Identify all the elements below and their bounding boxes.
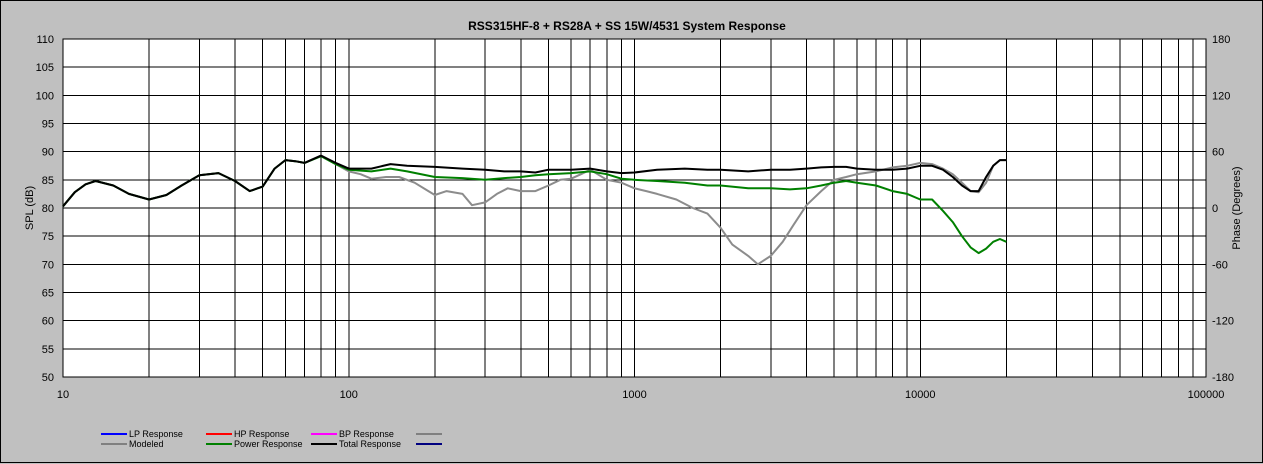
y2-tick-label: 0 [1212, 203, 1218, 215]
y-tick-label: 85 [42, 175, 54, 187]
x-tick-label: 100000 [1188, 389, 1225, 401]
chart-title: RSS315HF-8 + RS28A + SS 15W/4531 System … [468, 19, 786, 33]
y-tick-label: 100 [36, 90, 54, 102]
y-axis-label: SPL (dB) [24, 186, 36, 230]
y-tick-label: 90 [42, 147, 54, 159]
y2-tick-label: -120 [1212, 316, 1234, 328]
y2-tick-label: -60 [1212, 259, 1228, 271]
y2-tick-label: 60 [1212, 147, 1224, 159]
x-tick-label: 1000 [622, 389, 646, 401]
y-tick-label: 95 [42, 119, 54, 131]
y-tick-label: 70 [42, 259, 54, 271]
legend-label: HP Response [234, 429, 289, 439]
legend-label: Modeled [129, 439, 164, 449]
y-tick-label: 105 [36, 62, 54, 74]
legend-label: Power Response [234, 439, 303, 449]
series-total-response-line [62, 154, 1007, 207]
y-tick-label: 65 [42, 288, 54, 300]
y-tick-label: 80 [42, 203, 54, 215]
y2-tick-label: 120 [1212, 90, 1230, 102]
y2-tick-label: -180 [1212, 372, 1234, 384]
x-tick-label: 10 [57, 389, 69, 401]
y-tick-label: 60 [42, 316, 54, 328]
y-tick-label: 75 [42, 231, 54, 243]
legend-label: LP Response [129, 429, 183, 439]
x-tick-label: 100 [340, 389, 358, 401]
y2-tick-label: 180 [1212, 34, 1230, 46]
y-tick-label: 50 [42, 372, 54, 384]
y-tick-label: 110 [36, 34, 54, 46]
y2-axis-label: Phase (Degrees) [1231, 166, 1243, 249]
legend-label: BP Response [339, 429, 394, 439]
y-tick-label: 55 [42, 344, 54, 356]
x-tick-label: 10000 [905, 389, 936, 401]
legend-label: Total Response [339, 439, 401, 449]
